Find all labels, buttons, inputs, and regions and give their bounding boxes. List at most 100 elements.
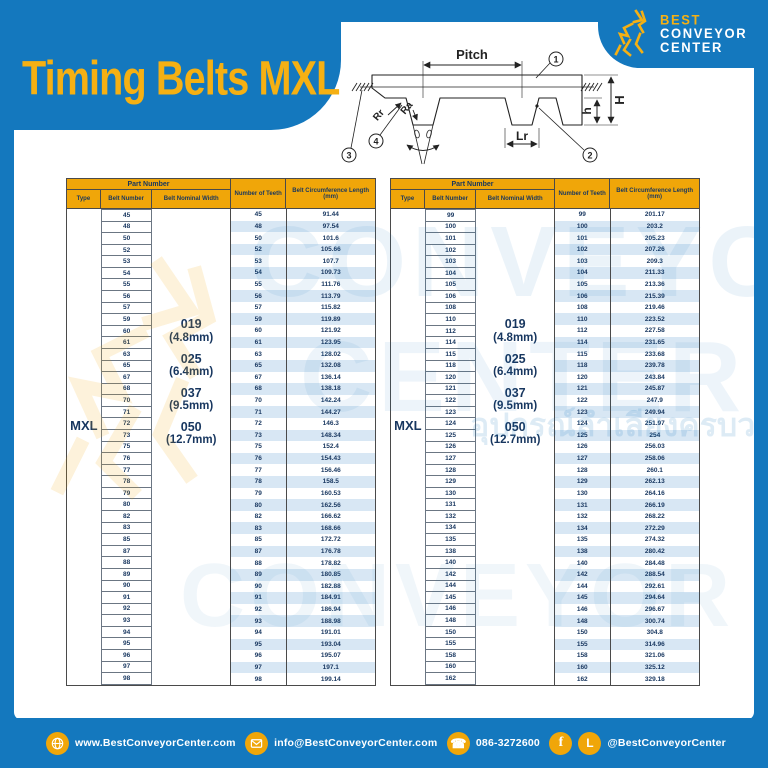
teeth-cell: 115 [554, 348, 610, 360]
type-column: MXL [67, 209, 101, 685]
length-cell: 182.88 [286, 580, 375, 593]
length-cell: 191.01 [286, 626, 375, 639]
cord-hatch-left [351, 82, 374, 92]
length-cell: 113.79 [286, 290, 375, 302]
teeth-cell: 129 [554, 476, 610, 488]
belt-width-column: 019 (4.8mm) 025 (6.4mm) 037 (9.5mm) 050 (12.7mm… [152, 209, 230, 685]
teeth-cell: 148 [554, 615, 610, 627]
teeth-cell: 83 [230, 522, 286, 535]
teeth-cell: 105 [554, 278, 610, 291]
length-cell: 166.62 [286, 510, 375, 523]
teeth-cell: 53 [230, 255, 286, 268]
teeth-cell: 104 [554, 267, 610, 279]
length-cell: 247.9 [610, 394, 699, 407]
footer-bar: www.BestConveyorCenter.com info@BestConv… [0, 718, 768, 768]
cord-hatch-right [580, 82, 603, 92]
length-cell: 249.94 [610, 406, 699, 418]
length-cell: 101.6 [286, 232, 375, 244]
teeth-cell: 128 [554, 464, 610, 477]
company-logo: BEST CONVEYOR CENTER [612, 8, 747, 58]
length-cell: 180.85 [286, 568, 375, 581]
teeth-cell: 98 [230, 673, 286, 685]
length-cell: 258.06 [610, 452, 699, 465]
H-label: H [612, 95, 627, 104]
table-header: Part Number Type Belt Number Belt Nomina… [391, 179, 699, 209]
page-title: Timing Belts MXL [22, 50, 340, 106]
length-cell: 162.56 [286, 499, 375, 511]
length-cell: 314.96 [610, 638, 699, 651]
teeth-cell: 112 [554, 325, 610, 337]
belt-number-cell: 162 [424, 672, 477, 685]
teeth-cell: 100 [554, 220, 610, 233]
belt-number-header: Belt Number [425, 190, 477, 208]
length-cell: 199.14 [286, 673, 375, 685]
length-cell: 325.12 [610, 661, 699, 674]
length-cell: 209.3 [610, 255, 699, 268]
length-cell: 256.03 [610, 441, 699, 453]
teeth-column: 99 100 101 102 103 104 105 106 108 110 112 114 115 11… [553, 209, 610, 685]
length-cell: 260.1 [610, 464, 699, 477]
svg-text:4: 4 [373, 137, 378, 147]
teeth-cell: 103 [554, 255, 610, 268]
teeth-cell: 77 [230, 464, 286, 477]
length-cell: 136.14 [286, 371, 375, 384]
length-cell: 119.89 [286, 313, 375, 326]
belt-width-option: 025 (6.4mm) [169, 351, 214, 378]
teeth-cell: 95 [230, 638, 286, 651]
teeth-cell: 91 [230, 592, 286, 604]
social-text: @BestConveyorCenter [607, 737, 726, 749]
belt-width-option: 037 (9.5mm) [169, 385, 214, 412]
length-cell: 300.74 [610, 615, 699, 627]
belt-number-column: 99 100 101 102 103 104 105 106 108 110 112 114 115 11… [424, 209, 477, 685]
teeth-cell: 59 [230, 313, 286, 326]
teeth-cell: 57 [230, 301, 286, 314]
length-cell: 107.7 [286, 255, 375, 268]
teeth-cell: 108 [554, 301, 610, 314]
footer-website: www.BestConveyorCenter.com [46, 731, 236, 755]
teeth-cell: 87 [230, 545, 286, 558]
footer-social: f L @BestConveyorCenter [549, 731, 726, 755]
length-cell: 195.07 [286, 650, 375, 662]
belt-number-cell: 145 [424, 591, 477, 604]
circumference-column: 91.44 97.54 101.6 105.66 107.7 109.73 111.76 11… [285, 209, 375, 685]
length-cell: 254 [610, 429, 699, 442]
length-cell: 201.17 [610, 209, 699, 221]
belt-table-left: Part Number Type Belt Number Belt Nomina… [66, 178, 376, 686]
length-cell: 288.54 [610, 568, 699, 581]
length-cell: 186.94 [286, 603, 375, 616]
teeth-cell: 135 [554, 534, 610, 546]
teeth-cell: 63 [230, 348, 286, 360]
teeth-cell: 150 [554, 626, 610, 639]
teeth-cell: 48 [230, 220, 286, 233]
length-cell: 111.76 [286, 278, 375, 291]
table-body: MXL 45 48 50 52 53 54 55 56 57 59 60 61 63 65 67 68 70 71… [67, 209, 375, 685]
phone-text: 086-3272600 [475, 737, 540, 749]
length-cell: 227.58 [610, 325, 699, 337]
teeth-cell: 130 [554, 487, 610, 500]
teeth-cell: 146 [554, 603, 610, 616]
teeth-cell: 102 [554, 243, 610, 256]
teeth-cell: 55 [230, 278, 286, 291]
length-cell: 304.8 [610, 626, 699, 639]
teeth-cell: 75 [230, 441, 286, 453]
teeth-cell: 155 [554, 638, 610, 651]
length-cell: 193.04 [286, 638, 375, 651]
logo-text: BEST CONVEYOR CENTER [660, 13, 747, 54]
teeth-cell: 97 [230, 661, 286, 674]
length-cell: 264.16 [610, 487, 699, 500]
length-header: Belt Circumference Length (mm) [292, 187, 369, 200]
length-cell: 203.2 [610, 220, 699, 233]
teeth-cell: 90 [230, 580, 286, 593]
belt-number-cell: 98 [100, 672, 153, 685]
ra-arrow [411, 109, 418, 121]
teeth-cell: 134 [554, 522, 610, 535]
teeth-cell: 132 [554, 510, 610, 523]
belt-number-column: 45 48 50 52 53 54 55 56 57 59 60 61 63 65 67 68 70 71 72 73… [100, 209, 153, 685]
lr-label: Lr [516, 129, 528, 143]
teeth-header: Number of Teeth [555, 179, 611, 208]
length-cell: 215.39 [610, 290, 699, 302]
teeth-cell: 67 [230, 371, 286, 384]
teeth-cell: 126 [554, 441, 610, 453]
length-cell: 146.3 [286, 417, 375, 430]
teeth-cell: 70 [230, 394, 286, 407]
